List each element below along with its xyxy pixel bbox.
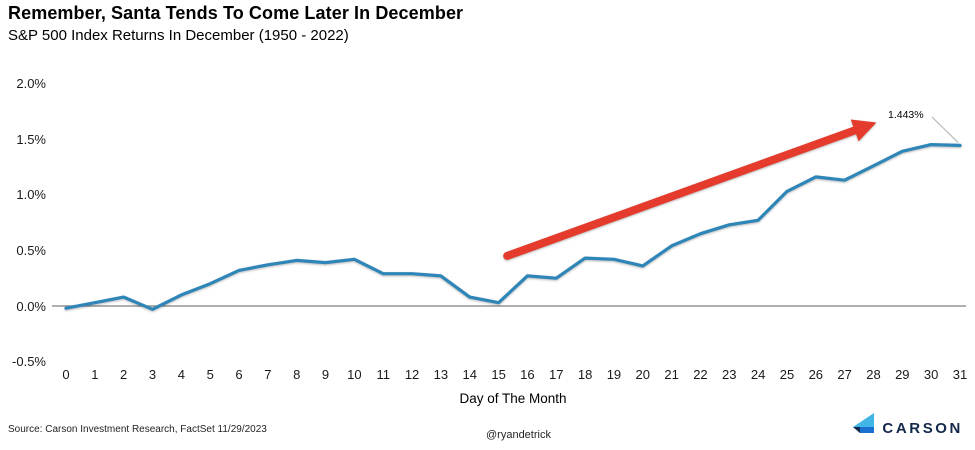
- y-tick-label: 2.0%: [16, 75, 46, 91]
- peak-annotation: 1.443%: [888, 109, 924, 121]
- x-tick-label: 25: [779, 367, 795, 382]
- x-tick-label: 8: [293, 367, 301, 382]
- x-tick-label: 1: [91, 367, 99, 382]
- x-tick-label: 23: [722, 367, 737, 382]
- x-tick-label: 29: [895, 367, 910, 382]
- carson-logo-mark-icon: [853, 413, 875, 433]
- x-tick-label: 26: [808, 367, 824, 382]
- x-tick-label: 15: [491, 367, 506, 382]
- x-tick-label: 7: [264, 367, 272, 382]
- twitter-handle: @ryandetrick: [486, 429, 551, 441]
- x-tick-label: 20: [635, 367, 650, 382]
- y-tick-label: 0.0%: [16, 298, 46, 314]
- sp500-returns-line: [64, 143, 962, 311]
- x-tick-label: 28: [866, 367, 881, 382]
- x-tick-label: 19: [606, 367, 622, 382]
- x-tick-label: 27: [837, 367, 852, 382]
- x-tick-label: 16: [520, 367, 535, 382]
- x-tick-label: 31: [952, 367, 968, 382]
- x-tick-label: 12: [404, 367, 420, 382]
- x-tick-label: 5: [206, 367, 214, 382]
- x-tick-label: 4: [177, 367, 185, 382]
- x-tick-label: 10: [347, 367, 362, 382]
- trend-arrow: [503, 119, 877, 260]
- x-tick-label: 6: [235, 367, 243, 382]
- x-tick-label: 22: [693, 367, 708, 382]
- x-tick-label: 17: [549, 367, 564, 382]
- carson-logo: CARSON: [849, 412, 963, 442]
- x-tick-label: 18: [577, 367, 593, 382]
- y-tick-label: 1.0%: [16, 187, 46, 203]
- x-tick-label: 11: [376, 367, 390, 382]
- y-tick-label: 0.5%: [16, 242, 46, 258]
- x-tick-label: 21: [664, 367, 679, 382]
- y-tick-label: -0.5%: [12, 354, 46, 370]
- x-tick-label: 3: [148, 367, 157, 382]
- chart-title: Remember, Santa Tends To Come Later In D…: [8, 3, 464, 23]
- chart-subtitle: S&P 500 Index Returns In December (1950 …: [8, 27, 349, 44]
- source-note: Source: Carson Investment Research, Fact…: [8, 424, 267, 435]
- x-tick-label: 0: [62, 367, 70, 382]
- annotation-callout-line: [931, 116, 959, 143]
- x-tick-label: 30: [923, 367, 939, 382]
- x-tick-label: 2: [120, 367, 128, 382]
- x-tick-label: 13: [433, 367, 449, 382]
- x-tick-label: 14: [462, 367, 477, 382]
- carson-logo-text: CARSON: [882, 419, 963, 437]
- x-axis-title: Day of The Month: [459, 391, 567, 406]
- x-tick-label: 24: [750, 367, 766, 382]
- x-tick-label: 9: [321, 367, 330, 382]
- y-tick-label: 1.5%: [16, 131, 46, 147]
